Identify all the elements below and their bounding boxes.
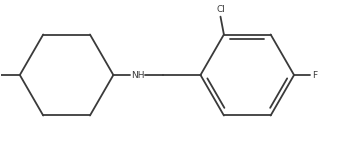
Text: Cl: Cl — [216, 5, 225, 14]
Text: NH: NH — [131, 70, 145, 80]
Text: F: F — [312, 70, 317, 80]
